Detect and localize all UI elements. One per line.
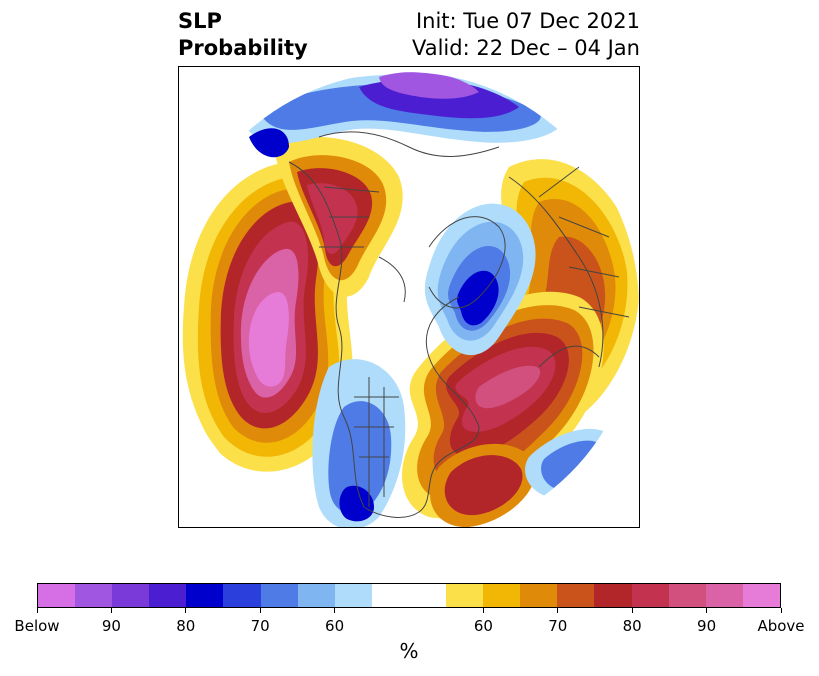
colorbar-units: % (399, 639, 419, 663)
colorbar-tick-label: Above (757, 617, 805, 635)
map-svg (179, 72, 639, 527)
colorbar-tick-label: 90 (101, 617, 121, 635)
colorbar-tick-label: 70 (548, 617, 568, 635)
colorbar-tick (110, 608, 112, 613)
colorbar-segment (112, 584, 150, 607)
colorbar-tick (706, 608, 708, 613)
colorbar-segment (668, 584, 706, 607)
colorbar-segment (334, 584, 372, 607)
colorbar-tick-label: 60 (325, 617, 345, 635)
se-us-above-region (430, 443, 536, 527)
colorbar-segment (557, 584, 595, 607)
colorbar-segment (260, 584, 298, 607)
colorbar-tick-label: 60 (473, 617, 493, 635)
colorbar-segment (371, 584, 409, 607)
colorbar-tick (482, 608, 484, 613)
colorbar-tick (780, 608, 782, 613)
chart-dates: Init: Tue 07 Dec 2021 Valid: 22 Dec – 04… (412, 8, 640, 62)
colorbar-segment (705, 584, 743, 607)
colorbar-tick-label: 80 (176, 617, 196, 635)
colorbar-segment (631, 584, 669, 607)
colorbar-segment (186, 584, 224, 607)
colorbar-segment (446, 584, 484, 607)
colorbar-tick-label: Below (14, 617, 60, 635)
coastlines (288, 131, 630, 518)
title-variable: SLP (178, 9, 222, 33)
arctic-below-region (239, 72, 565, 158)
colorbar-segment (38, 584, 76, 607)
probability-map (178, 66, 640, 528)
colorbar-segment (594, 584, 632, 607)
colorbar-segment (742, 584, 780, 607)
colorbar-tick-label: 80 (622, 617, 642, 635)
colorbar-tick (631, 608, 633, 613)
colorbar-tick (259, 608, 261, 613)
colorbar-tick (36, 608, 38, 613)
colorbar-segment (149, 584, 187, 607)
colorbar-segment (75, 584, 113, 607)
colorbar-segment (297, 584, 335, 607)
colorbar-segment (483, 584, 521, 607)
valid-range: Valid: 22 Dec – 04 Jan (411, 36, 640, 60)
colorbar-segment (223, 584, 261, 607)
colorbar (37, 583, 781, 608)
colorbar-tick-label: 70 (250, 617, 270, 635)
title-type: Probability (178, 36, 308, 60)
colorbar-segment (520, 584, 558, 607)
chart-title: SLP Probability (178, 8, 308, 62)
colorbar-tick-label: 90 (697, 617, 717, 635)
colorbar-tick (185, 608, 187, 613)
colorbar-tick (557, 608, 559, 613)
colorbar-segment (408, 584, 447, 607)
colorbar-tick (334, 608, 336, 613)
pacific-above-region (182, 161, 353, 472)
init-date: Init: Tue 07 Dec 2021 (415, 9, 640, 33)
